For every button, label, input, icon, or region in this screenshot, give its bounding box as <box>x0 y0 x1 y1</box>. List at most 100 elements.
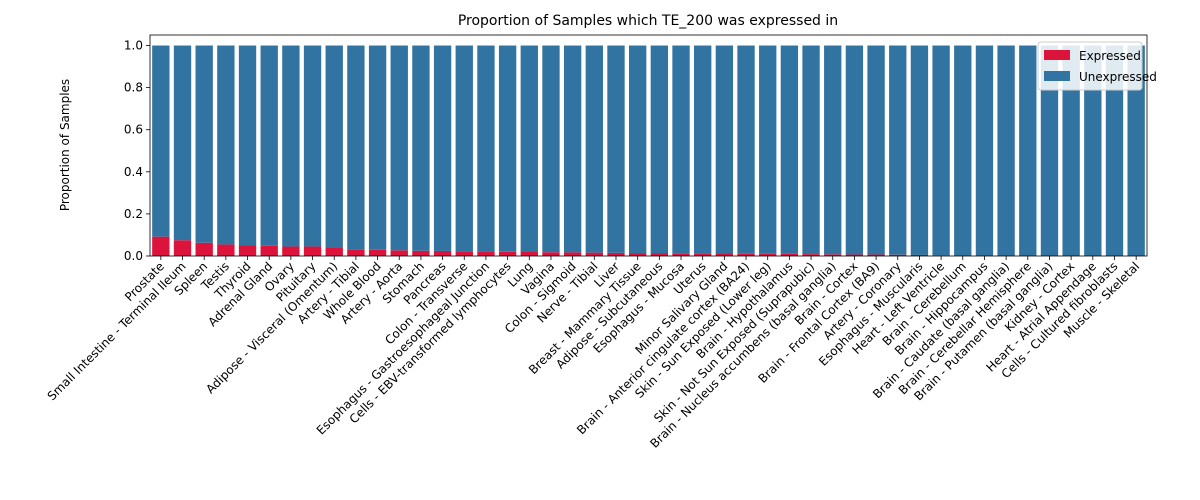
bar-unexpressed <box>542 45 560 253</box>
bar-unexpressed <box>910 45 929 255</box>
bar-unexpressed <box>195 45 213 243</box>
bar-expressed <box>152 236 170 256</box>
bar-expressed <box>607 252 625 256</box>
bar-expressed <box>802 254 820 256</box>
bar-expressed <box>563 252 582 256</box>
bar-expressed <box>737 253 755 256</box>
bar-unexpressed <box>238 45 257 246</box>
x-tick-label: Small Intestine - Terminal Ileum <box>45 259 189 403</box>
bar-unexpressed <box>152 45 170 237</box>
y-tick-label: 0.4 <box>124 165 143 179</box>
bar-expressed <box>542 252 560 256</box>
bar-unexpressed <box>390 45 408 251</box>
bar-expressed <box>217 244 235 256</box>
bar-expressed <box>477 251 495 256</box>
bar-unexpressed <box>498 45 517 252</box>
bar-unexpressed <box>672 45 690 254</box>
bar-unexpressed <box>607 45 625 253</box>
bar-unexpressed <box>975 45 994 256</box>
bar-expressed <box>694 253 712 256</box>
bar-unexpressed <box>715 45 734 254</box>
bar-unexpressed <box>932 45 950 256</box>
bar-expressed <box>780 253 799 256</box>
bar-unexpressed <box>303 45 322 247</box>
bar-unexpressed <box>845 45 864 255</box>
y-tick-label: 0.6 <box>124 123 143 137</box>
bar-expressed <box>260 245 278 256</box>
bar-expressed <box>282 246 300 256</box>
bar-expressed <box>520 252 538 256</box>
bar-unexpressed <box>867 45 885 255</box>
bar-unexpressed <box>368 45 387 250</box>
bars-group <box>152 45 1145 256</box>
bar-expressed <box>824 254 842 256</box>
bar-expressed <box>195 242 213 256</box>
y-tick-label: 0.2 <box>124 207 143 221</box>
bar-expressed <box>390 250 408 256</box>
bar-unexpressed <box>563 45 582 253</box>
legend: Expressed Unexpressed <box>1037 41 1157 91</box>
bar-unexpressed <box>889 45 907 255</box>
bar-unexpressed <box>780 45 799 254</box>
bar-unexpressed <box>802 45 820 255</box>
y-axis-label: Proportion of Samples <box>58 79 72 211</box>
legend-label-unexpressed: Unexpressed <box>1079 70 1157 84</box>
bar-expressed <box>325 248 343 256</box>
bar-unexpressed <box>325 45 343 248</box>
bar-expressed <box>173 240 192 256</box>
bar-unexpressed <box>628 45 647 254</box>
bar-unexpressed <box>173 45 192 241</box>
bar-unexpressed <box>217 45 235 245</box>
bar-unexpressed <box>585 45 603 253</box>
bar-unexpressed <box>412 45 430 251</box>
bar-unexpressed <box>260 45 278 246</box>
bar-unexpressed <box>1019 45 1037 256</box>
bar-expressed <box>672 253 690 256</box>
bar-unexpressed <box>1040 45 1059 256</box>
bar-expressed <box>889 254 907 256</box>
bar-expressed <box>585 252 603 256</box>
y-tick-label: 0.0 <box>124 249 143 263</box>
bar-unexpressed <box>455 45 473 252</box>
bar-expressed <box>932 255 950 256</box>
bar-expressed <box>455 251 473 256</box>
bar-unexpressed <box>1127 45 1145 256</box>
bar-expressed <box>347 249 365 256</box>
y-tick-label: 0.8 <box>124 81 143 95</box>
bar-unexpressed <box>347 45 365 250</box>
bar-expressed <box>759 253 777 256</box>
legend-swatch-unexpressed <box>1044 71 1070 81</box>
bar-unexpressed <box>1062 45 1080 256</box>
bar-expressed <box>238 245 257 256</box>
bar-unexpressed <box>1084 45 1102 256</box>
bar-unexpressed <box>433 45 452 251</box>
plot-frame <box>149 34 1148 257</box>
bar-expressed <box>412 250 430 256</box>
legend-swatch-expressed <box>1044 50 1070 60</box>
bar-unexpressed <box>759 45 777 254</box>
bar-expressed <box>303 246 322 256</box>
bar-expressed <box>650 253 669 256</box>
bar-expressed <box>368 249 387 256</box>
bar-unexpressed <box>997 45 1015 256</box>
bar-unexpressed <box>954 45 972 256</box>
legend-label-expressed: Expressed <box>1079 49 1141 63</box>
bar-expressed <box>628 253 647 256</box>
bar-expressed <box>867 254 885 256</box>
bar-unexpressed <box>650 45 669 254</box>
bar-expressed <box>845 254 864 256</box>
y-tick-label: 1.0 <box>124 39 143 53</box>
bar-unexpressed <box>737 45 755 254</box>
chart-title: Proportion of Samples which TE_200 was e… <box>458 13 838 29</box>
bar-unexpressed <box>477 45 495 252</box>
bar-expressed <box>715 253 734 256</box>
bar-expressed <box>910 254 929 256</box>
bar-expressed <box>433 250 452 256</box>
bar-unexpressed <box>1105 45 1124 256</box>
bar-unexpressed <box>824 45 842 255</box>
bar-unexpressed <box>282 45 300 247</box>
bar-unexpressed <box>694 45 712 254</box>
bar-unexpressed <box>520 45 538 252</box>
bar-expressed <box>498 251 517 256</box>
